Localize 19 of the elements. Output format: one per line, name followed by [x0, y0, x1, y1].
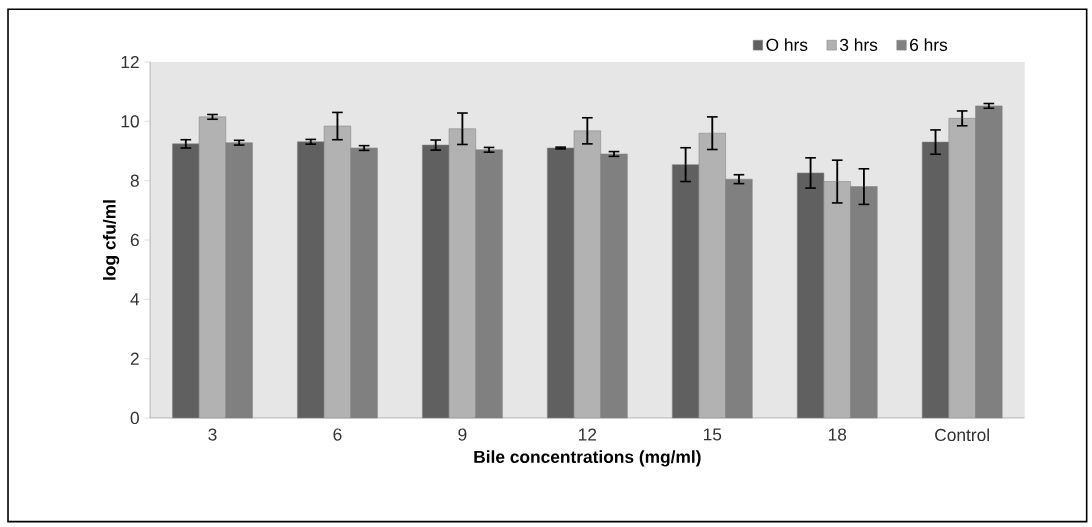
- y-tick-label: 12: [121, 55, 139, 69]
- x-tick-label: 6: [333, 428, 342, 441]
- y-tick-label: 10: [121, 115, 139, 128]
- y-tick-label: 0: [130, 411, 139, 425]
- y-tick-label: 6: [130, 233, 139, 247]
- y-tick-label: 8: [130, 174, 139, 187]
- legend-label: 3 hrs: [840, 38, 878, 51]
- x-tick-label: 15: [703, 428, 722, 441]
- x-tick-label: 3: [208, 428, 217, 441]
- legend-label: 6 hrs: [910, 38, 948, 51]
- x-tick-label: 9: [458, 428, 467, 441]
- y-tick-label: 4: [130, 293, 140, 306]
- y-tick-label: 2: [130, 352, 139, 365]
- x-axis-title: Bile concentrations (mg/ml): [474, 450, 701, 467]
- x-tick-label: 12: [579, 428, 597, 441]
- y-axis-title: log cfu/ml: [102, 200, 120, 280]
- x-tick-label: 18: [828, 428, 847, 441]
- legend-label: O hrs: [766, 38, 808, 51]
- x-tick-label: Control: [935, 428, 989, 442]
